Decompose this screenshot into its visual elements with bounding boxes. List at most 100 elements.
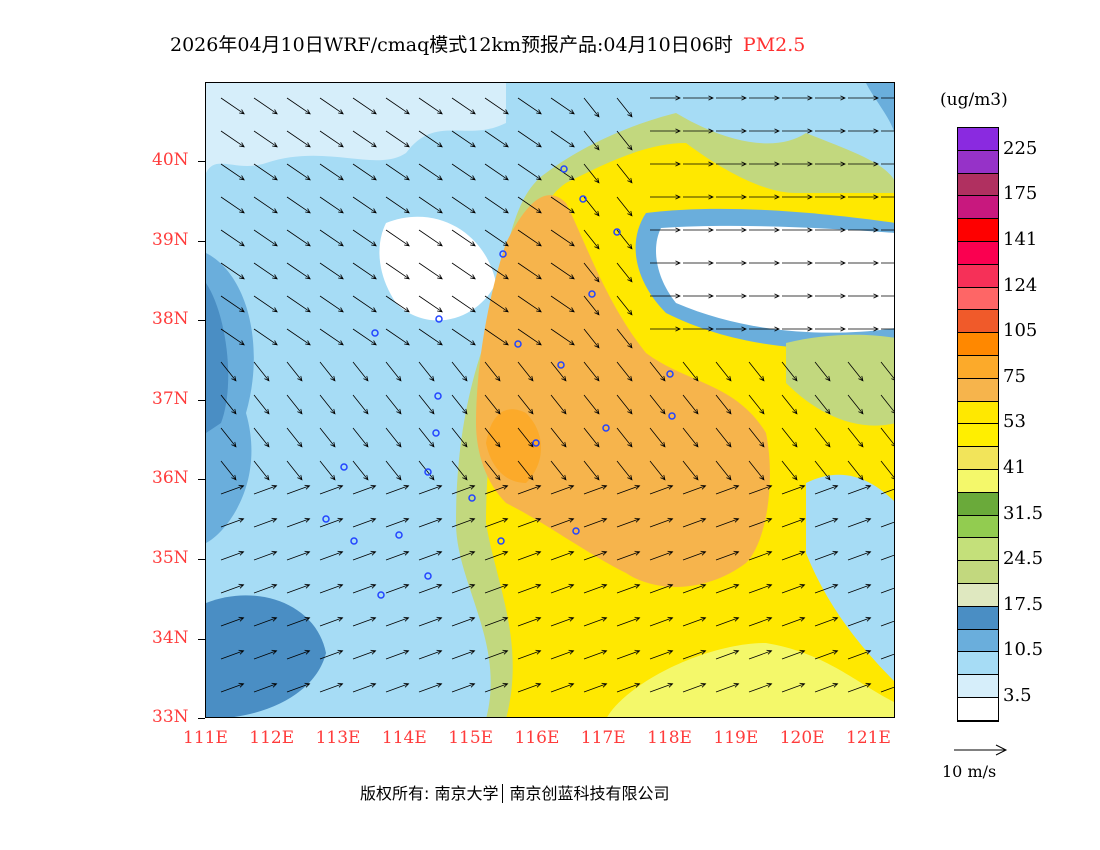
wind-arrow — [748, 550, 773, 561]
wind-arrow — [848, 161, 879, 167]
wind-arrow — [550, 550, 575, 561]
legend-swatch — [958, 561, 998, 584]
wind-arrow — [683, 293, 714, 299]
wind-arrow — [847, 682, 872, 693]
legend-swatch — [958, 378, 998, 402]
legend-swatch — [958, 241, 998, 265]
wind-arrow — [649, 361, 666, 382]
city-marker — [350, 537, 358, 545]
concentration-map — [205, 82, 895, 718]
wind-arrow — [352, 484, 377, 495]
wind-arrow — [484, 517, 509, 528]
wind-arrow — [550, 97, 575, 115]
legend-swatch — [958, 196, 998, 220]
legend-swatch — [958, 583, 998, 607]
wind-arrow — [782, 194, 813, 200]
wind-arrow — [385, 295, 410, 313]
wind-arrow — [583, 649, 608, 660]
wind-arrow — [385, 229, 410, 247]
wind-arrow — [782, 293, 813, 299]
wind-arrow — [881, 196, 894, 198]
wind-arrow — [781, 517, 806, 528]
lat-label: 34N — [152, 627, 189, 648]
wind-arrow — [814, 361, 831, 382]
species-label: PM2.5 — [742, 34, 806, 56]
legend-label: 141 — [1003, 229, 1038, 250]
legend-label: 75 — [1003, 365, 1026, 387]
wind-reference-arrow-icon — [954, 744, 1008, 756]
wind-arrow — [550, 427, 567, 448]
legend-swatch — [958, 447, 998, 470]
wind-arrow — [484, 583, 509, 594]
wind-arrow — [748, 682, 773, 693]
wind-arrow — [649, 484, 674, 495]
wind-arrow — [748, 517, 773, 528]
wind-arrow — [881, 262, 894, 264]
wind-arrow — [650, 293, 681, 299]
wind-arrow — [715, 616, 740, 627]
wind-arrow — [352, 361, 369, 382]
wind-arrow — [385, 130, 410, 148]
wind-arrow — [650, 95, 681, 101]
wind-arrow — [583, 550, 608, 561]
wind-arrow — [749, 161, 780, 167]
wind-arrow — [451, 484, 476, 495]
wind-arrow — [682, 361, 699, 382]
wind-arrow — [352, 229, 377, 247]
dark-orange-region — [486, 409, 541, 483]
wind-arrow — [616, 361, 633, 382]
wind-arrow — [616, 97, 633, 118]
wind-arrow — [220, 229, 245, 247]
wind-arrow — [616, 460, 633, 481]
lat-label: 35N — [152, 548, 189, 568]
wind-arrow — [814, 394, 831, 415]
wind-arrow — [715, 484, 740, 495]
wind-arrow — [286, 682, 311, 693]
wind-arrow — [352, 394, 369, 415]
wind-arrow — [814, 583, 839, 594]
lat-label: 38N — [152, 309, 189, 330]
wind-arrow — [418, 295, 443, 313]
wind-arrow — [418, 616, 443, 627]
city-marker — [499, 250, 507, 258]
bohai-sea — [656, 225, 894, 333]
wind-arrow — [649, 583, 674, 594]
city-marker — [424, 572, 432, 580]
legend-swatch — [958, 333, 998, 356]
wind-arrow — [319, 328, 344, 346]
lon-label: 119E — [713, 728, 759, 748]
wind-arrow — [781, 550, 806, 561]
city-marker — [572, 527, 580, 535]
wind-arrow — [748, 484, 773, 495]
wind-arrow — [847, 484, 872, 495]
wind-arrow — [550, 394, 567, 415]
wind-arrow — [781, 361, 798, 382]
wind-arrow — [451, 394, 468, 415]
wind-arrow — [550, 361, 567, 382]
wind-arrow — [682, 616, 707, 627]
wind-arrow — [517, 394, 534, 415]
blue-region — [206, 283, 229, 433]
lat-tick — [198, 161, 205, 162]
wind-arrow — [484, 130, 509, 148]
wind-arrow — [253, 616, 278, 627]
wind-arrow — [286, 328, 311, 346]
wind-arrow — [649, 616, 674, 627]
wind-arrow — [418, 427, 435, 448]
legend-swatch — [958, 310, 998, 334]
lat-label: 36N — [152, 468, 189, 489]
wind-arrow — [451, 97, 476, 115]
wind-arrow — [616, 295, 633, 316]
lon-label: 118E — [647, 728, 692, 748]
wind-arrow — [649, 517, 674, 528]
wind-arrow — [749, 326, 780, 332]
wind-arrow — [517, 583, 542, 594]
legend-swatch — [958, 287, 998, 311]
wind-arrow — [550, 682, 575, 693]
wind-arrow — [451, 616, 476, 627]
wind-arrow — [319, 262, 344, 280]
wind-arrow — [847, 427, 864, 448]
wind-arrow — [848, 128, 879, 134]
wind-arrow — [715, 517, 740, 528]
wind-arrow — [418, 97, 443, 115]
